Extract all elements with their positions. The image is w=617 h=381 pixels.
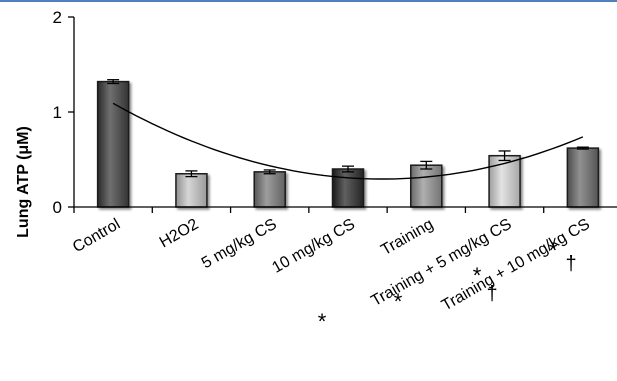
trendline bbox=[112, 102, 584, 180]
category-label-1: Control bbox=[70, 216, 123, 257]
category-label-2: H2O2 bbox=[157, 216, 202, 252]
y-tick-label-0: 0 bbox=[53, 198, 62, 217]
significance-mark-4: † bbox=[486, 283, 497, 305]
significance-mark-1: * bbox=[318, 309, 327, 334]
significance-mark-6: † bbox=[565, 253, 576, 275]
bar-2 bbox=[175, 173, 208, 208]
category-label-5: Training bbox=[378, 216, 436, 259]
top-frame-line bbox=[0, 0, 617, 2]
bar-7 bbox=[566, 147, 600, 208]
category-label-3: 5 mg/kg CS bbox=[199, 216, 280, 273]
bar-3 bbox=[253, 171, 286, 208]
y-axis-title: Lung ATP (μM) bbox=[15, 126, 32, 238]
significance-mark-5: * bbox=[549, 238, 558, 263]
y-tick-label-2: 2 bbox=[53, 8, 62, 27]
bar-1 bbox=[96, 80, 130, 208]
significance-mark-3: * bbox=[473, 263, 482, 288]
bar-4 bbox=[331, 168, 365, 208]
bar-5 bbox=[410, 164, 443, 208]
category-label-4: 10 mg/kg CS bbox=[269, 216, 358, 277]
significance-mark-2: * bbox=[394, 289, 403, 314]
y-tick-label-1: 1 bbox=[53, 103, 62, 122]
